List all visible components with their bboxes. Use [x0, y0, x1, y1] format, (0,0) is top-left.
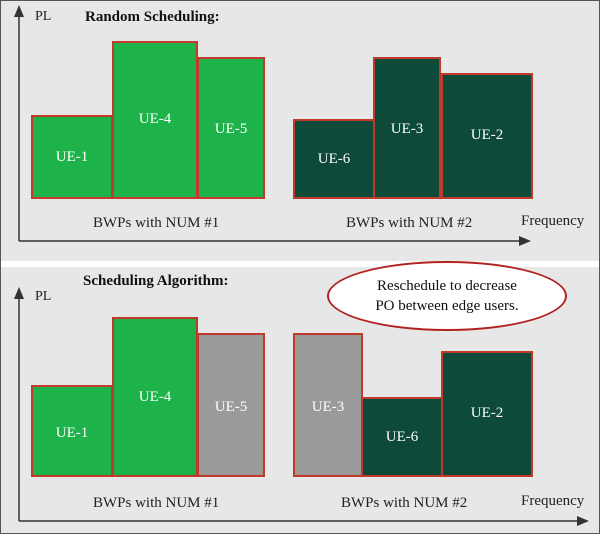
block-label: UE-2 — [470, 127, 504, 143]
top-x-arrow — [519, 236, 531, 246]
block-ue-1: UE-1 — [31, 385, 113, 477]
bottom-x-arrow — [577, 516, 589, 526]
block-ue-6: UE-6 — [361, 397, 443, 477]
block-ue-2: UE-2 — [441, 351, 533, 477]
block-ue-3: UE-3 — [293, 333, 363, 477]
block-label: UE-6 — [317, 151, 351, 167]
bottom-y-arrow — [14, 287, 24, 299]
block-label: UE-5 — [214, 399, 248, 415]
top-y-arrow — [14, 5, 24, 17]
scheduling-algorithm-panel: PL Scheduling Algorithm: UE-1 UE-4 UE-5 … — [1, 269, 599, 533]
block-label: UE-4 — [138, 389, 172, 405]
block-label: UE-4 — [138, 111, 172, 127]
block-ue-4: UE-4 — [112, 41, 198, 199]
bottom-axes — [14, 287, 589, 526]
panel-divider — [1, 261, 599, 267]
bottom-panel-title: Scheduling Algorithm: — [83, 273, 229, 289]
callout-line-2: PO between edge users. — [375, 298, 519, 314]
reschedule-callout: Reschedule to decrease PO between edge u… — [327, 261, 567, 331]
block-label: UE-5 — [214, 121, 248, 137]
top-group-label-num1: BWPs with NUM #1 — [93, 215, 220, 231]
random-scheduling-panel: PL Random Scheduling: UE-1 UE-4 UE-5 UE-… — [1, 1, 599, 259]
block-ue-2: UE-2 — [441, 73, 533, 199]
block-label: UE-1 — [55, 425, 89, 441]
callout-line-1: Reschedule to decrease — [377, 278, 517, 294]
top-group-label-num2: BWPs with NUM #2 — [346, 215, 473, 231]
block-label: UE-2 — [470, 405, 504, 421]
block-ue-1: UE-1 — [31, 115, 113, 199]
bottom-group-label-num2: BWPs with NUM #2 — [341, 495, 468, 511]
block-label: UE-3 — [311, 399, 345, 415]
block-label: UE-1 — [55, 149, 89, 165]
block-label: UE-6 — [385, 429, 419, 445]
block-ue-6: UE-6 — [293, 119, 375, 199]
bottom-y-axis-label: PL — [35, 289, 52, 304]
block-ue-3: UE-3 — [373, 57, 441, 199]
block-ue-4: UE-4 — [112, 317, 198, 477]
block-label: UE-3 — [390, 121, 424, 137]
bottom-group-label-num1: BWPs with NUM #1 — [93, 495, 220, 511]
block-ue-5: UE-5 — [197, 57, 265, 199]
block-ue-5: UE-5 — [197, 333, 265, 477]
top-panel-title: Random Scheduling: — [85, 9, 220, 25]
bottom-x-axis-label: Frequency — [521, 493, 585, 509]
top-axes — [14, 5, 531, 246]
top-y-axis-label: PL — [35, 9, 52, 24]
top-x-axis-label: Frequency — [521, 213, 585, 229]
